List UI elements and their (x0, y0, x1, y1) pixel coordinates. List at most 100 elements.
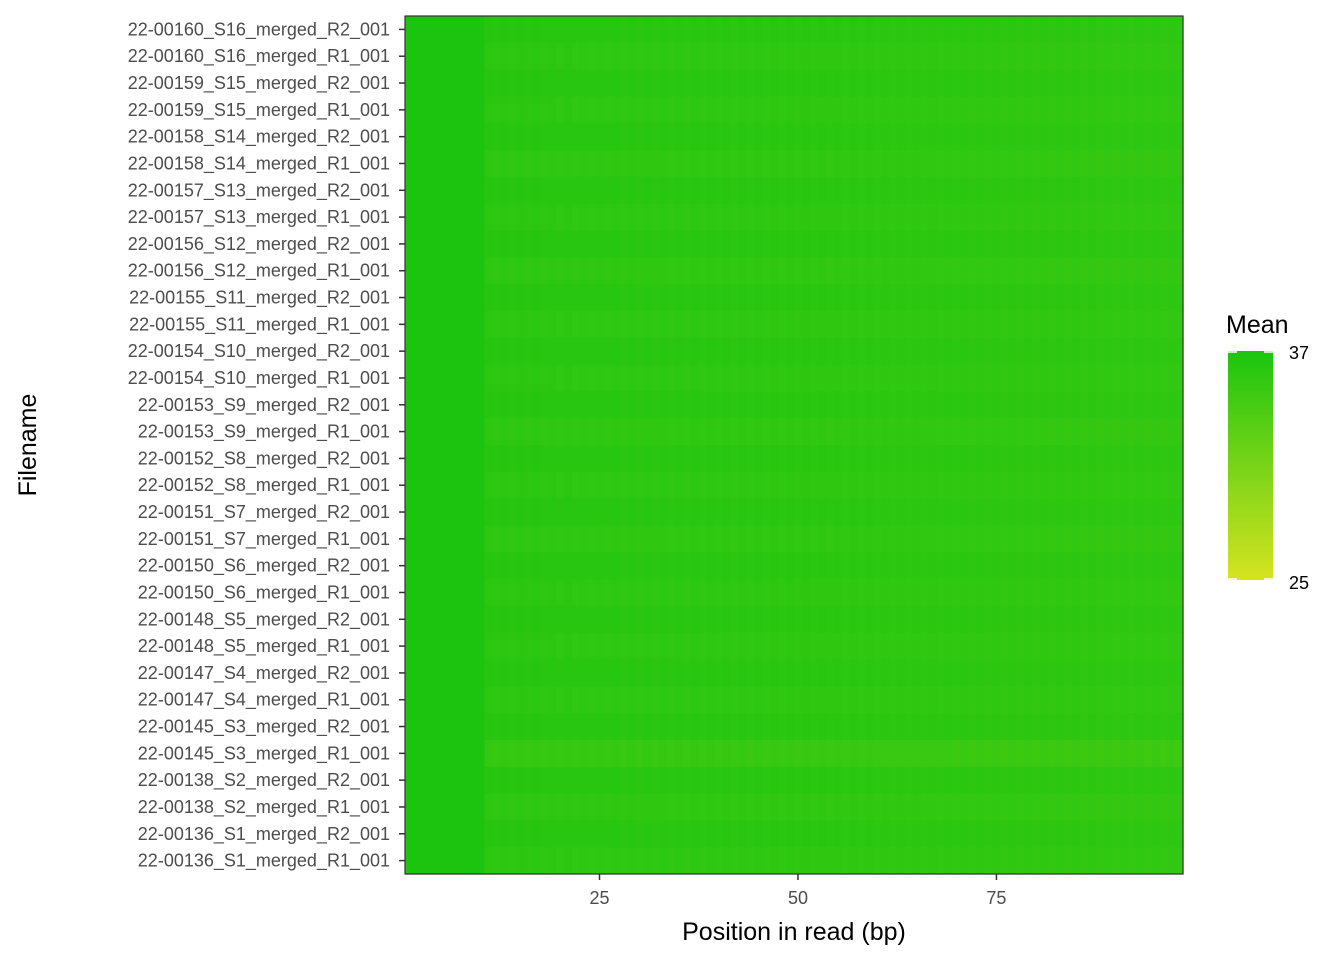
heat-cell (571, 847, 581, 875)
heat-cell (627, 257, 636, 285)
heat-cell (1111, 793, 1121, 821)
heat-cell (928, 284, 938, 312)
heat-cell (516, 123, 525, 151)
heat-cell (921, 203, 930, 232)
heat-cell (484, 686, 493, 714)
heat-cell (492, 203, 501, 232)
heat-cell (817, 418, 827, 446)
heat-cell (468, 42, 478, 71)
heatmap-cells (405, 16, 1184, 875)
heat-cell (817, 713, 827, 741)
heat-cell (1127, 579, 1136, 607)
heat-cell (492, 257, 501, 285)
heat-cell (571, 686, 581, 714)
heat-cell (873, 498, 882, 527)
heat-cell (976, 525, 986, 553)
heat-cell (913, 203, 922, 232)
heat-cell (627, 176, 636, 205)
heat-cell (563, 847, 573, 875)
heat-cell (936, 525, 946, 553)
heat-cell (746, 498, 755, 527)
heat-cell (1063, 176, 1073, 205)
heat-cell (825, 605, 835, 634)
heat-cell (897, 69, 906, 98)
heat-cell (420, 766, 430, 795)
heat-cell (809, 42, 819, 71)
heat-cell (1048, 69, 1057, 98)
heat-cell (817, 176, 827, 205)
heat-cell (452, 96, 462, 124)
heat-cell (1008, 686, 1017, 714)
heat-cell (1000, 16, 1009, 44)
heat-cell (714, 69, 724, 98)
heat-cell (825, 364, 835, 392)
heat-cell (1119, 820, 1129, 848)
heat-cell (659, 176, 668, 205)
heat-cell (825, 579, 835, 607)
heat-cell (539, 150, 549, 178)
heat-cell (603, 498, 613, 527)
heat-cell (1079, 713, 1089, 741)
heat-cell (690, 310, 700, 339)
heat-cell (944, 552, 954, 580)
heat-cell (865, 150, 874, 178)
heat-cell (666, 445, 676, 473)
heat-cell (770, 498, 779, 527)
heat-cell (968, 150, 978, 178)
heat-cell (1167, 659, 1176, 687)
heat-cell (897, 579, 906, 607)
heat-cell (730, 176, 740, 205)
heat-cell (992, 632, 1002, 661)
heat-cell (857, 659, 867, 687)
heat-cell (928, 364, 938, 392)
heat-cell (555, 337, 565, 366)
heat-cell (1095, 284, 1105, 312)
heat-cell (1127, 847, 1136, 875)
heat-cell (762, 337, 771, 366)
heat-cell (659, 310, 668, 339)
heat-cell (698, 793, 708, 821)
heat-cell (857, 123, 867, 151)
heat-cell (1159, 150, 1168, 178)
heat-cell (944, 391, 954, 419)
heat-cell (524, 96, 533, 124)
heat-cell (905, 418, 914, 446)
y-tick-label: 22-00150_S6_merged_R1_001 (138, 582, 390, 603)
heat-cell (1111, 337, 1121, 366)
heat-cell (674, 820, 684, 848)
heat-cell (905, 445, 914, 473)
heat-cell (833, 337, 843, 366)
heat-cell (635, 445, 644, 473)
heat-cell (436, 16, 446, 44)
heat-cell (706, 579, 716, 607)
heat-cell (587, 337, 597, 366)
heat-cell (492, 820, 501, 848)
heat-cell (905, 150, 914, 178)
heat-cell (555, 605, 565, 634)
heat-cell (611, 69, 620, 98)
heat-cell (1032, 16, 1041, 44)
heat-cell (1000, 471, 1009, 500)
heat-cell (532, 310, 541, 339)
heat-cell (444, 310, 454, 339)
heat-cell (746, 632, 755, 661)
heat-cell (1143, 498, 1152, 527)
heat-cell (547, 552, 557, 580)
heat-cell (746, 605, 755, 634)
heat-cell (1055, 793, 1065, 821)
heat-cell (539, 739, 549, 768)
heat-cell (690, 713, 700, 741)
heat-cell (563, 257, 573, 285)
heat-cell (635, 552, 644, 580)
heat-cell (1040, 310, 1049, 339)
heat-cell (928, 69, 938, 98)
heat-cell (555, 820, 565, 848)
heat-cell (1016, 69, 1025, 98)
heat-cell (412, 69, 422, 98)
heat-cell (587, 176, 597, 205)
heat-cell (492, 230, 501, 258)
heat-cell (921, 632, 930, 661)
heat-cell (714, 42, 724, 71)
heat-cell (627, 766, 636, 795)
heat-cell (524, 16, 533, 44)
